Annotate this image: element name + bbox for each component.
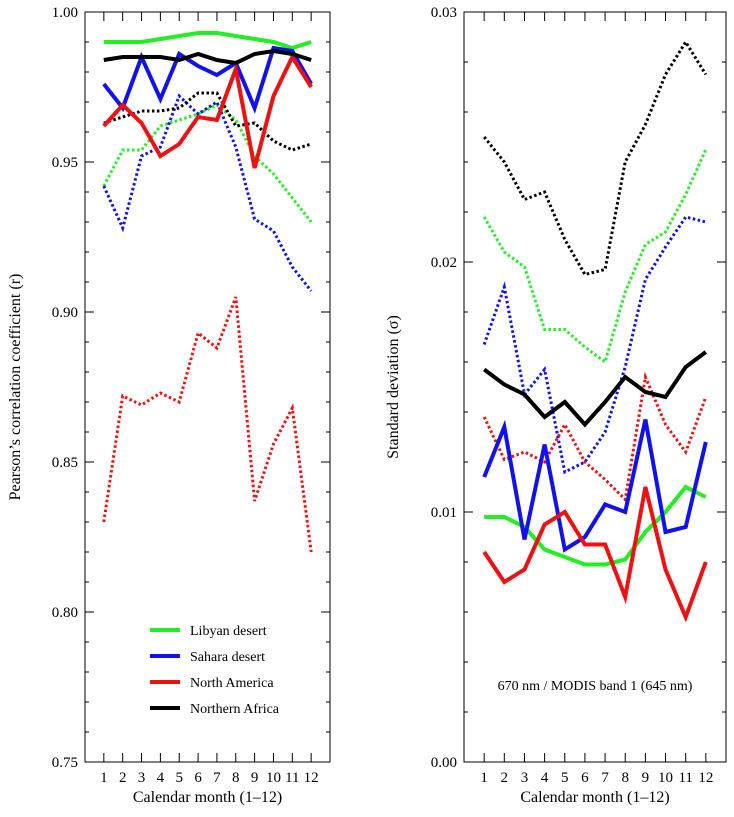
x-tick-label: 7 [601, 770, 609, 786]
series-line-northern-africa-dotted [103, 91, 312, 152]
series-line-north-america-dotted [102, 296, 313, 553]
y-tick-label: 0.01 [431, 505, 457, 521]
series-line-northern-africa-solid [103, 48, 312, 66]
y-tick-label: 0.75 [52, 755, 78, 771]
y-axis-label: Standard deviation (σ) [385, 315, 402, 459]
series-line-sahara-desert-solid [102, 45, 313, 114]
legend-label: Sahara desert [190, 650, 265, 665]
legend-label: North America [190, 676, 274, 691]
y-tick-label: 0.90 [52, 305, 78, 321]
x-tick-label: 11 [678, 770, 692, 786]
x-tick-label: 7 [213, 770, 221, 786]
annotation-text: 670 nm / MODIS band 1 (645 nm) [498, 679, 693, 694]
y-tick-label: 0.02 [431, 255, 457, 271]
x-axis-label: Calendar month (1–12) [133, 789, 282, 806]
x-tick-label: 10 [266, 770, 281, 786]
series-line-libyan-desert-dotted [102, 103, 313, 223]
y-tick-label: 0.00 [431, 755, 457, 771]
series-line-libyan-desert-solid [103, 31, 312, 51]
series-line-north-america-dotted [482, 371, 708, 503]
x-tick-label: 3 [521, 770, 529, 786]
x-tick-label: 11 [285, 770, 299, 786]
x-tick-label: 6 [581, 770, 589, 786]
series-line-sahara-desert-solid [482, 419, 708, 553]
x-tick-label: 2 [501, 770, 509, 786]
left-panel-correlation: 0.750.800.850.900.951.001 2 3 4 5 6 7 8 9 10 11 12C… [7, 5, 331, 806]
y-tick-label: 0.95 [52, 155, 78, 171]
series-line-sahara-desert-dotted [102, 93, 313, 292]
x-tick-label: 12 [304, 770, 319, 786]
series-line-north-america-solid [102, 52, 313, 169]
series-line-north-america-solid [482, 486, 708, 623]
legend-label: Libyan desert [190, 624, 267, 639]
x-tick-label: 9 [251, 770, 259, 786]
x-axis-label: Calendar month (1–12) [520, 789, 669, 806]
right-panel-std-deviation: 0.000.010.020.031 2 3 4 5 6 7 8 9 10 11 12Calendar … [385, 5, 727, 806]
y-tick-label: 0.85 [52, 455, 78, 471]
y-tick-label: 1.00 [52, 5, 78, 21]
x-tick-label: 4 [541, 770, 549, 786]
x-tick-label: 2 [119, 770, 127, 786]
legend: Libyan desert Sahara desert North America N… [150, 624, 280, 717]
series-line-northern-africa-solid [483, 350, 707, 428]
x-tick-label: 10 [658, 770, 673, 786]
y-tick-label: 0.80 [52, 605, 78, 621]
x-tick-label: 5 [175, 770, 183, 786]
legend-label: Northern Africa [190, 702, 280, 717]
x-tick-label: 5 [561, 770, 569, 786]
x-tick-label: 4 [157, 770, 165, 786]
series-line-sahara-desert-dotted [482, 215, 707, 475]
plot-frame [84, 11, 331, 763]
x-tick-label: 1 [100, 770, 108, 786]
x-tick-label: 8 [232, 770, 240, 786]
x-tick-label: 9 [642, 770, 650, 786]
plot-frame [463, 11, 727, 763]
y-axis-label: Pearson’s correlation coefficient (r) [7, 274, 24, 501]
x-tick-label: 8 [621, 770, 629, 786]
x-tick-label: 3 [138, 770, 146, 786]
x-tick-label: 12 [698, 770, 713, 786]
x-tick-label: 1 [480, 770, 488, 786]
series-line-libyan-desert-dotted [482, 148, 708, 365]
series-line-northern-africa-dotted [483, 39, 708, 277]
x-tick-label: 6 [194, 770, 202, 786]
y-tick-label: 0.03 [431, 5, 457, 21]
